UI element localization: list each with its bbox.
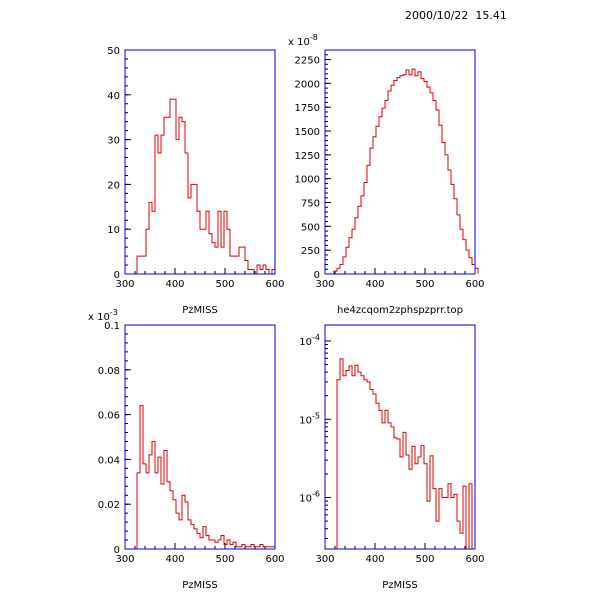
y-exponent-label: x 10-8: [288, 33, 318, 48]
histogram-series-line: [336, 358, 475, 550]
histogram-panel-2: 300 400 500 600 0 250 500 750 1000 1250 1500 1750 20…: [288, 33, 485, 316]
y-tick-label: 1250: [295, 151, 320, 162]
x-tick-label: 600: [265, 554, 284, 565]
y-tick-label: 0.02: [98, 500, 120, 511]
x-tick-label: 500: [415, 554, 434, 565]
x-axis-label: PzMISS: [182, 580, 218, 591]
x-tick-label: 300: [115, 554, 134, 565]
y-tick-label: 0.1: [104, 321, 120, 332]
x-axis-label: PzMISS: [182, 305, 218, 316]
x-tick-label: 400: [165, 279, 184, 290]
y-tick-label: 0: [114, 270, 120, 281]
x-tick-label: 300: [115, 279, 134, 290]
x-tick-label: 300: [315, 279, 334, 290]
y-tick-label: 50: [107, 46, 120, 57]
y-exponent-label: x 10-3: [88, 308, 118, 323]
x-tick-label: 300: [315, 554, 334, 565]
y-tick-label: 20: [107, 180, 120, 191]
y-tick-label: 30: [107, 136, 120, 147]
x-tick-label: 400: [365, 279, 384, 290]
x-tick-label: 500: [415, 279, 434, 290]
y-tick-label: 10-5: [299, 411, 320, 426]
y-tick-label: 0.06: [98, 411, 120, 422]
y-tick-label: 0: [314, 270, 320, 281]
y-tick-label: 1500: [295, 127, 320, 138]
y-tick-label: 10-4: [299, 333, 320, 348]
y-tick-label: 2000: [295, 79, 320, 90]
chart-title: he4zcqom2zphspzprr.top: [337, 305, 463, 316]
histogram-panel-1: 300 400 500 600 0 10 20 30 40 50 PzMISS: [107, 46, 284, 316]
y-tick-label: 10-6: [299, 490, 320, 505]
y-tick-label: 250: [301, 246, 320, 257]
y-tick-label: 0.08: [98, 366, 120, 377]
histogram-series-line: [333, 68, 479, 274]
plot-frame: [324, 324, 476, 550]
plot-frame: [124, 324, 276, 550]
y-tick-label: 1000: [295, 175, 320, 186]
y-tick-label: 500: [301, 222, 320, 233]
histogram-panel-3: 300 400 500 600 0 0.02 0.04 0.06 0.08 0.1x 10-3 Pz…: [88, 308, 285, 591]
y-tick-label: 750: [301, 199, 320, 210]
y-tick-label: 2250: [295, 56, 320, 67]
histogram-series-line: [136, 405, 276, 549]
x-tick-label: 600: [265, 279, 284, 290]
histogram-series-line: [136, 98, 276, 275]
x-tick-label: 600: [465, 279, 484, 290]
x-tick-label: 400: [365, 554, 384, 565]
y-tick-label: 10: [107, 225, 120, 236]
x-tick-label: 600: [465, 554, 484, 565]
y-tick-label: 0.04: [98, 455, 120, 466]
timestamp: 2000/10/22 15.41: [405, 9, 507, 22]
x-axis-label: PzMISS: [382, 580, 418, 591]
plot-frame: [124, 49, 276, 275]
y-tick-label: 1750: [295, 103, 320, 114]
histogram-panel-4: 300 400 500 600 10-6 10-5 10-4 PzMISS: [299, 324, 485, 591]
x-tick-label: 400: [165, 554, 184, 565]
x-tick-label: 500: [215, 279, 234, 290]
plot-frame: [324, 49, 476, 275]
y-tick-label: 40: [107, 91, 120, 102]
y-tick-label: 0: [114, 545, 120, 556]
x-tick-label: 500: [215, 554, 234, 565]
